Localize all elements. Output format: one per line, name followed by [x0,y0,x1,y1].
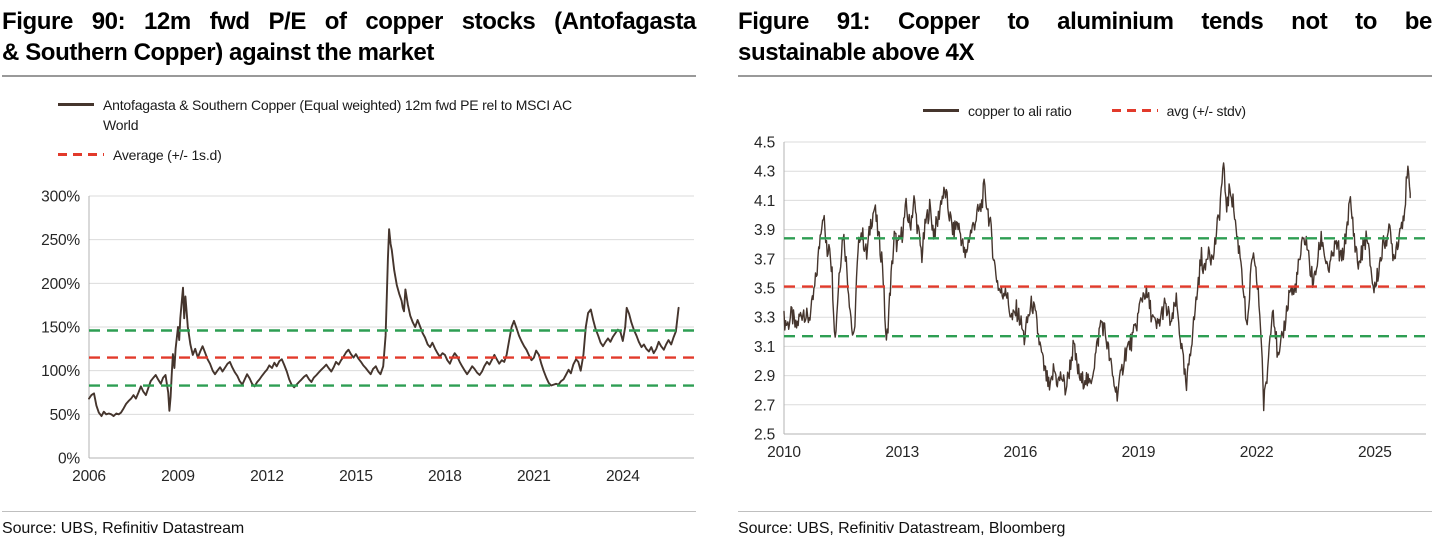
svg-text:150%: 150% [41,320,80,337]
svg-text:0%: 0% [58,451,80,468]
title-divider [2,75,696,77]
series-line-key [58,103,94,106]
svg-text:100%: 100% [41,363,80,380]
legend-label: Antofagasta & Southern Copper (Equal wei… [103,97,572,133]
svg-text:2010: 2010 [767,444,801,461]
svg-text:2018: 2018 [428,468,462,485]
svg-text:3.7: 3.7 [754,251,775,268]
svg-text:2.5: 2.5 [754,427,775,444]
svg-text:2022: 2022 [1240,444,1274,461]
figure-91-source: Source: UBS, Refinitiv Datastream, Bloom… [738,520,1066,537]
legend-item: Average (+/- 1s.d) [58,145,696,165]
figure-90-source: Source: UBS, Refinitiv Datastream [2,520,245,537]
svg-text:2.7: 2.7 [754,397,775,414]
legend-item: copper to ali ratio [923,101,1072,121]
source-divider [2,511,696,512]
figure-90-column: Figure 90: 12m fwd P/E of copper stocks … [2,6,696,552]
legend-label: avg (+/- stdv) [1166,103,1246,119]
svg-text:2025: 2025 [1358,444,1392,461]
svg-text:2006: 2006 [72,468,106,485]
svg-text:4.5: 4.5 [754,135,775,152]
svg-text:3.9: 3.9 [754,222,775,239]
source-divider [738,511,1432,512]
svg-text:50%: 50% [50,407,81,424]
figure-91-title-line1: Figure 91: Copper to aluminium tends not… [738,8,1432,35]
figure-90-title-line2: & Southern Copper) against the market [2,39,434,66]
figure-90-legend: Antofagasta & Southern Copper (Equal wei… [58,95,696,175]
svg-text:2019: 2019 [1122,444,1156,461]
average-dashed-key [1111,109,1158,112]
legend-item: avg (+/- stdv) [1111,101,1246,121]
svg-text:2021: 2021 [517,468,551,485]
svg-text:2.9: 2.9 [754,368,775,385]
copper-aluminium-ratio-chart: 2.5 2.7 2.9 3.1 3.3 3.5 3.7 3.9 4.1 4.3 4.5 2010 201… [754,135,1426,461]
svg-text:3.1: 3.1 [754,339,775,356]
figure-90-title: Figure 90: 12m fwd P/E of copper stocks … [2,6,696,68]
svg-text:250%: 250% [41,232,80,249]
svg-text:4.3: 4.3 [754,164,775,181]
figure-90-title-line1: Figure 90: 12m fwd P/E of copper stocks … [2,8,696,35]
figure-91-legend: copper to ali ratio avg (+/- stdv) [923,101,1432,121]
svg-text:4.1: 4.1 [754,193,775,210]
svg-text:2015: 2015 [339,468,373,485]
svg-text:2012: 2012 [250,468,284,485]
title-divider [738,75,1432,77]
svg-text:3.3: 3.3 [754,310,775,327]
figure-91-title-line2: sustainable above 4X [738,39,975,66]
figure-91-column: Figure 91: Copper to aluminium tends not… [738,6,1432,552]
svg-text:2009: 2009 [161,468,195,485]
svg-text:3.5: 3.5 [754,281,775,298]
svg-text:2024: 2024 [606,468,640,485]
legend-label: copper to ali ratio [968,103,1072,119]
svg-text:2016: 2016 [1003,444,1037,461]
series-line-key [923,109,959,112]
figure-91-title: Figure 91: Copper to aluminium tends not… [738,6,1432,68]
pe-relative-chart: 0% 50% 100% 150% 200% 250% 300% 2006 2009 2012 201… [41,189,694,485]
svg-text:300%: 300% [41,189,80,206]
svg-text:2013: 2013 [885,444,919,461]
average-dashed-key [58,153,104,156]
svg-text:200%: 200% [41,276,80,293]
legend-item: Antofagasta & Southern Copper (Equal wei… [58,95,696,135]
legend-label: Average (+/- 1s.d) [113,147,222,163]
